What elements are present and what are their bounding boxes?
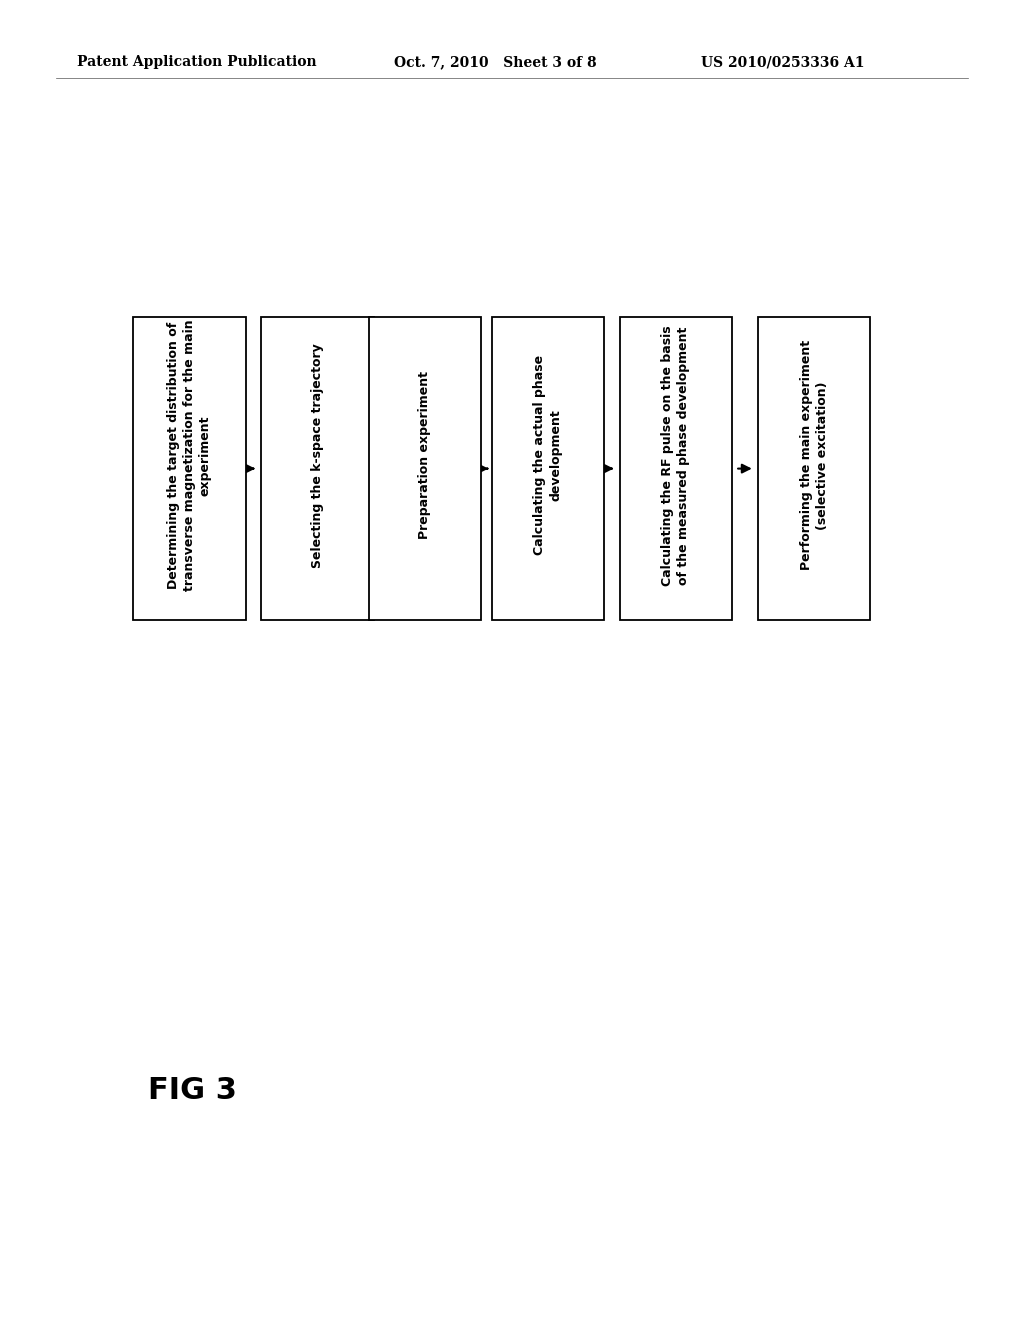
Text: Calculating the actual phase
development: Calculating the actual phase development: [534, 355, 562, 556]
Text: Performing the main experiment
(selective excitation): Performing the main experiment (selectiv…: [800, 341, 828, 570]
Text: Patent Application Publication: Patent Application Publication: [77, 55, 316, 70]
Text: Preparation experiment: Preparation experiment: [419, 371, 431, 540]
Text: US 2010/0253336 A1: US 2010/0253336 A1: [701, 55, 865, 70]
Text: Determining the target distribution of
transverse magnetization for the main
exp: Determining the target distribution of t…: [167, 319, 212, 591]
Text: FIG 3: FIG 3: [148, 1076, 238, 1105]
Text: Calculating the RF pulse on the basis
of the measured phase development: Calculating the RF pulse on the basis of…: [662, 325, 690, 586]
Text: Selecting the k-space trajectory: Selecting the k-space trajectory: [311, 343, 324, 568]
Text: Oct. 7, 2010   Sheet 3 of 8: Oct. 7, 2010 Sheet 3 of 8: [394, 55, 597, 70]
